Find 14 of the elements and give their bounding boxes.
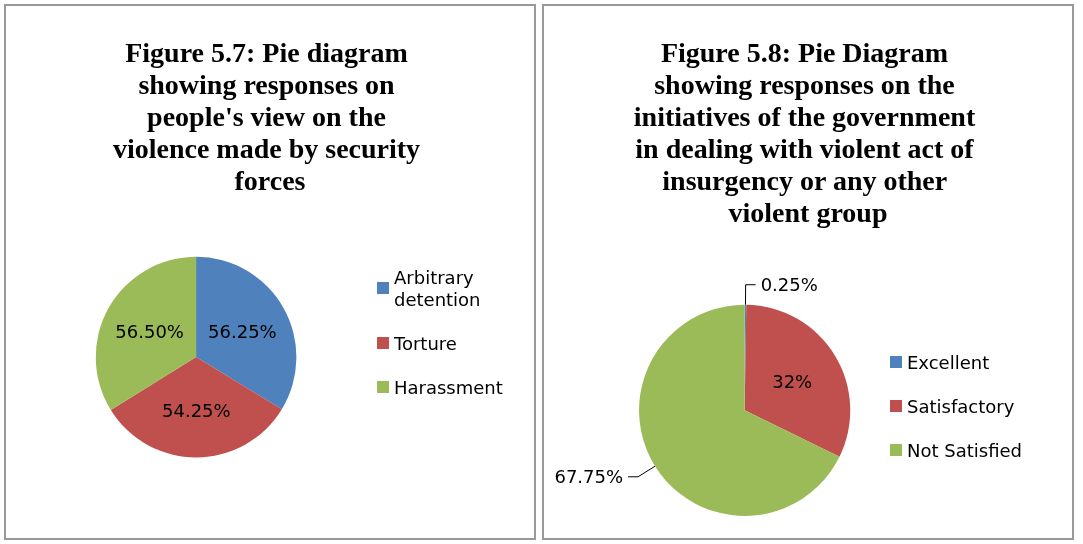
legend-label: Satisfactory bbox=[907, 395, 1015, 417]
data-label: 54.25% bbox=[162, 399, 231, 421]
legend-label: Excellent bbox=[907, 351, 990, 373]
legend-label: Torture bbox=[393, 332, 457, 354]
legend-label: Arbitrary detention bbox=[394, 266, 481, 310]
chart-title: Figure 5.7: Pie diagram showing responses on people's view on the violence made by security forces bbox=[112, 36, 428, 196]
data-label: 56.50% bbox=[115, 320, 184, 342]
data-label: 32% bbox=[772, 370, 813, 392]
legend-label: Not Satisfied bbox=[907, 439, 1022, 461]
chart-title: Figure 5.8: Pie Diagram showing responses on the initiatives of the government in dealing with violent act of insurgency or any other violent group bbox=[633, 36, 983, 228]
data-label: 67.75% bbox=[554, 466, 624, 488]
data-label: 0.25% bbox=[760, 274, 818, 296]
legend-label: Harassment bbox=[394, 376, 503, 398]
data-label: 56.25% bbox=[208, 320, 277, 342]
